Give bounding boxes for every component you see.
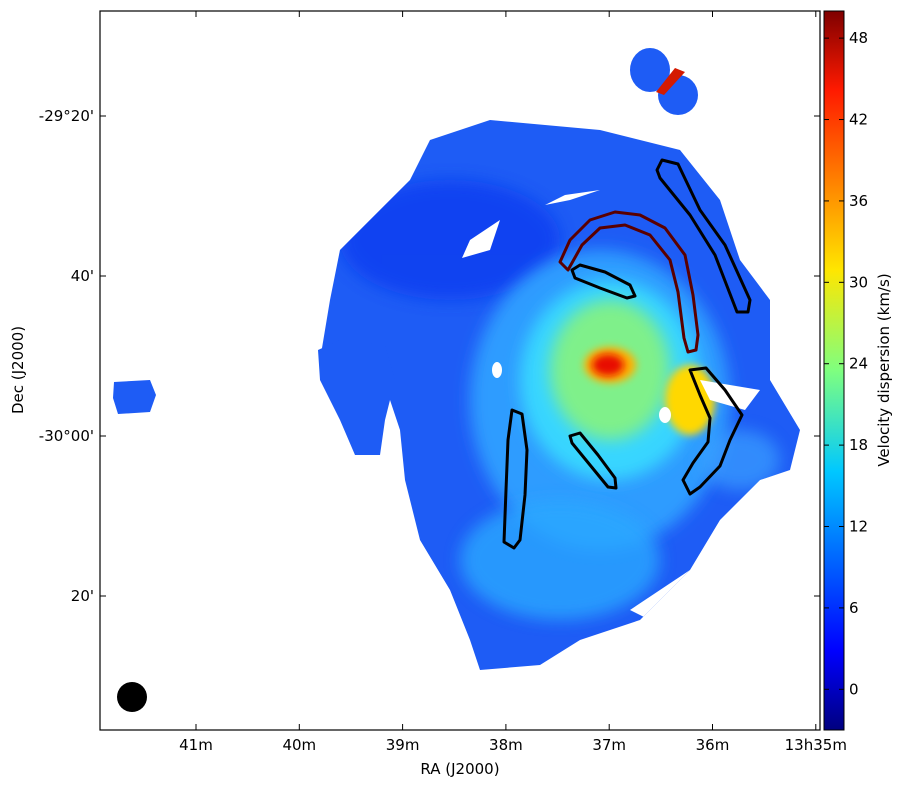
colorbar-gradient <box>823 10 845 731</box>
y-tick-label: -30°00' <box>39 427 94 445</box>
x-tick-label: 13h35m <box>785 736 847 754</box>
y-axis-label: Dec (J2000) <box>9 326 27 414</box>
y-tick-label: 20' <box>71 587 94 605</box>
far-west-blob <box>113 380 156 414</box>
contour-south <box>568 431 618 490</box>
x-axis-label: RA (J2000) <box>420 760 499 778</box>
y-tick-label: -29°20' <box>39 107 94 125</box>
x-tick-label: 36m <box>696 736 730 754</box>
colorbar-tick-label: 48 <box>849 29 868 47</box>
x-tick-label: 37m <box>592 736 626 754</box>
colorbar-tick-label: 42 <box>849 111 868 129</box>
colorbar-tick-label: 30 <box>849 273 868 291</box>
x-tick-label: 41m <box>179 736 213 754</box>
west-blob <box>318 340 395 455</box>
contour-inner-arc <box>570 263 637 300</box>
colorbar: 0 6 12 18 24 30 36 42 48 Velocity dispersion (km… <box>823 10 893 731</box>
colorbar-ticks: 0 6 12 18 24 30 36 42 48 <box>824 29 868 698</box>
colorbar-tick-label: 0 <box>849 680 859 698</box>
y-axis: -29°20' 40' -30°00' 20' <box>39 107 820 605</box>
north-blob <box>630 48 698 115</box>
colorbar-tick-label: 24 <box>849 355 868 373</box>
colorbar-tick-label: 6 <box>849 599 859 617</box>
x-tick-label: 39m <box>386 736 420 754</box>
x-tick-label: 38m <box>489 736 523 754</box>
x-axis: 41m 40m 39m 38m 37m 36m 13h35m <box>179 11 847 754</box>
dispersion-map <box>113 48 800 670</box>
colorbar-tick-label: 18 <box>849 436 868 454</box>
contour-arc <box>558 210 700 354</box>
contour-west <box>502 408 529 550</box>
contour-ne <box>655 158 752 314</box>
contour-east <box>681 366 744 496</box>
colorbar-tick-label: 36 <box>849 192 868 210</box>
plot-frame <box>99 10 821 731</box>
contours <box>502 158 752 550</box>
beam-marker <box>117 682 147 712</box>
colorbar-tick-label: 12 <box>849 518 868 536</box>
colorbar-label: Velocity dispersion (km/s) <box>875 273 893 466</box>
x-tick-label: 40m <box>282 736 316 754</box>
y-tick-label: 40' <box>71 267 94 285</box>
